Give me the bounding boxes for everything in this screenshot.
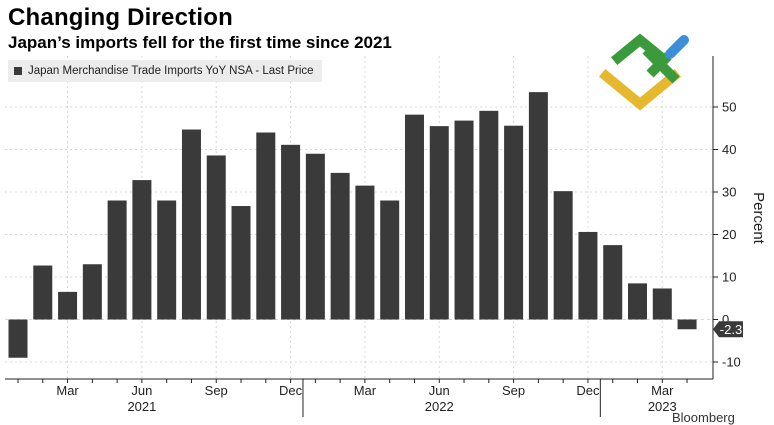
y-axis-title: Percent — [750, 192, 767, 245]
y-tick-label: -10 — [722, 355, 741, 370]
x-year-label: 2021 — [127, 399, 156, 414]
legend: Japan Merchandise Trade Imports YoY NSA … — [8, 60, 322, 82]
bars — [8, 92, 697, 358]
bar — [677, 319, 697, 330]
x-tick-label: Jun — [429, 383, 450, 398]
bar — [305, 153, 325, 320]
bar — [82, 264, 102, 320]
lf-logo-icon — [598, 33, 689, 111]
bar — [181, 129, 201, 320]
last-value-label: -2.3 — [720, 322, 742, 337]
legend-label: Japan Merchandise Trade Imports YoY NSA … — [28, 65, 314, 77]
bar — [553, 191, 573, 320]
bar — [330, 172, 350, 320]
x-year-label: 2023 — [648, 399, 677, 414]
bar — [206, 155, 226, 320]
y-tick-label: 20 — [722, 227, 736, 242]
bar — [355, 185, 375, 320]
x-tick-label: Dec — [279, 383, 303, 398]
x-tick-label: Mar — [56, 383, 79, 398]
bar — [33, 265, 53, 320]
bar — [528, 92, 548, 320]
bar — [603, 245, 623, 320]
bar — [157, 200, 177, 320]
x-tick-label: Jun — [131, 383, 152, 398]
bar — [578, 231, 598, 320]
x-year-label: 2022 — [425, 399, 454, 414]
last-value-badge-bg — [713, 321, 743, 338]
y-tick-label: 50 — [722, 100, 736, 115]
bar — [281, 144, 301, 320]
bar — [454, 120, 474, 320]
y-tick-label: 40 — [722, 142, 736, 157]
x-tick-label: Sep — [205, 383, 228, 398]
bar — [231, 206, 251, 320]
bar — [479, 110, 499, 320]
bar — [504, 125, 524, 320]
x-tick-label: Sep — [502, 383, 525, 398]
axes: -10 0 10 20 30 40 50 Mar Jun Sep Dec Mar Jun Sep Dec Ma… — [5, 56, 767, 417]
bar — [132, 180, 152, 320]
bar — [380, 200, 400, 320]
y-tick-label: 0 — [722, 312, 729, 327]
legend-swatch — [14, 67, 22, 75]
bar — [652, 288, 672, 320]
x-tick-label: Mar — [354, 383, 377, 398]
x-tick-label: Dec — [576, 383, 600, 398]
bar — [429, 126, 449, 320]
bar — [107, 200, 127, 320]
chart-title: Changing Direction — [8, 4, 233, 31]
bar — [8, 319, 28, 358]
y-tick-label: 30 — [722, 185, 736, 200]
bar — [58, 291, 78, 320]
chart-subtitle: Japan’s imports fell for the first time … — [8, 33, 392, 52]
y-tick-label: 10 — [722, 270, 736, 285]
bar — [404, 114, 424, 320]
bar — [256, 132, 276, 320]
last-value-badge: -2.3 — [713, 321, 743, 338]
x-tick-label: Mar — [651, 383, 674, 398]
bar — [628, 283, 647, 320]
source-label: Bloomberg — [672, 410, 735, 425]
